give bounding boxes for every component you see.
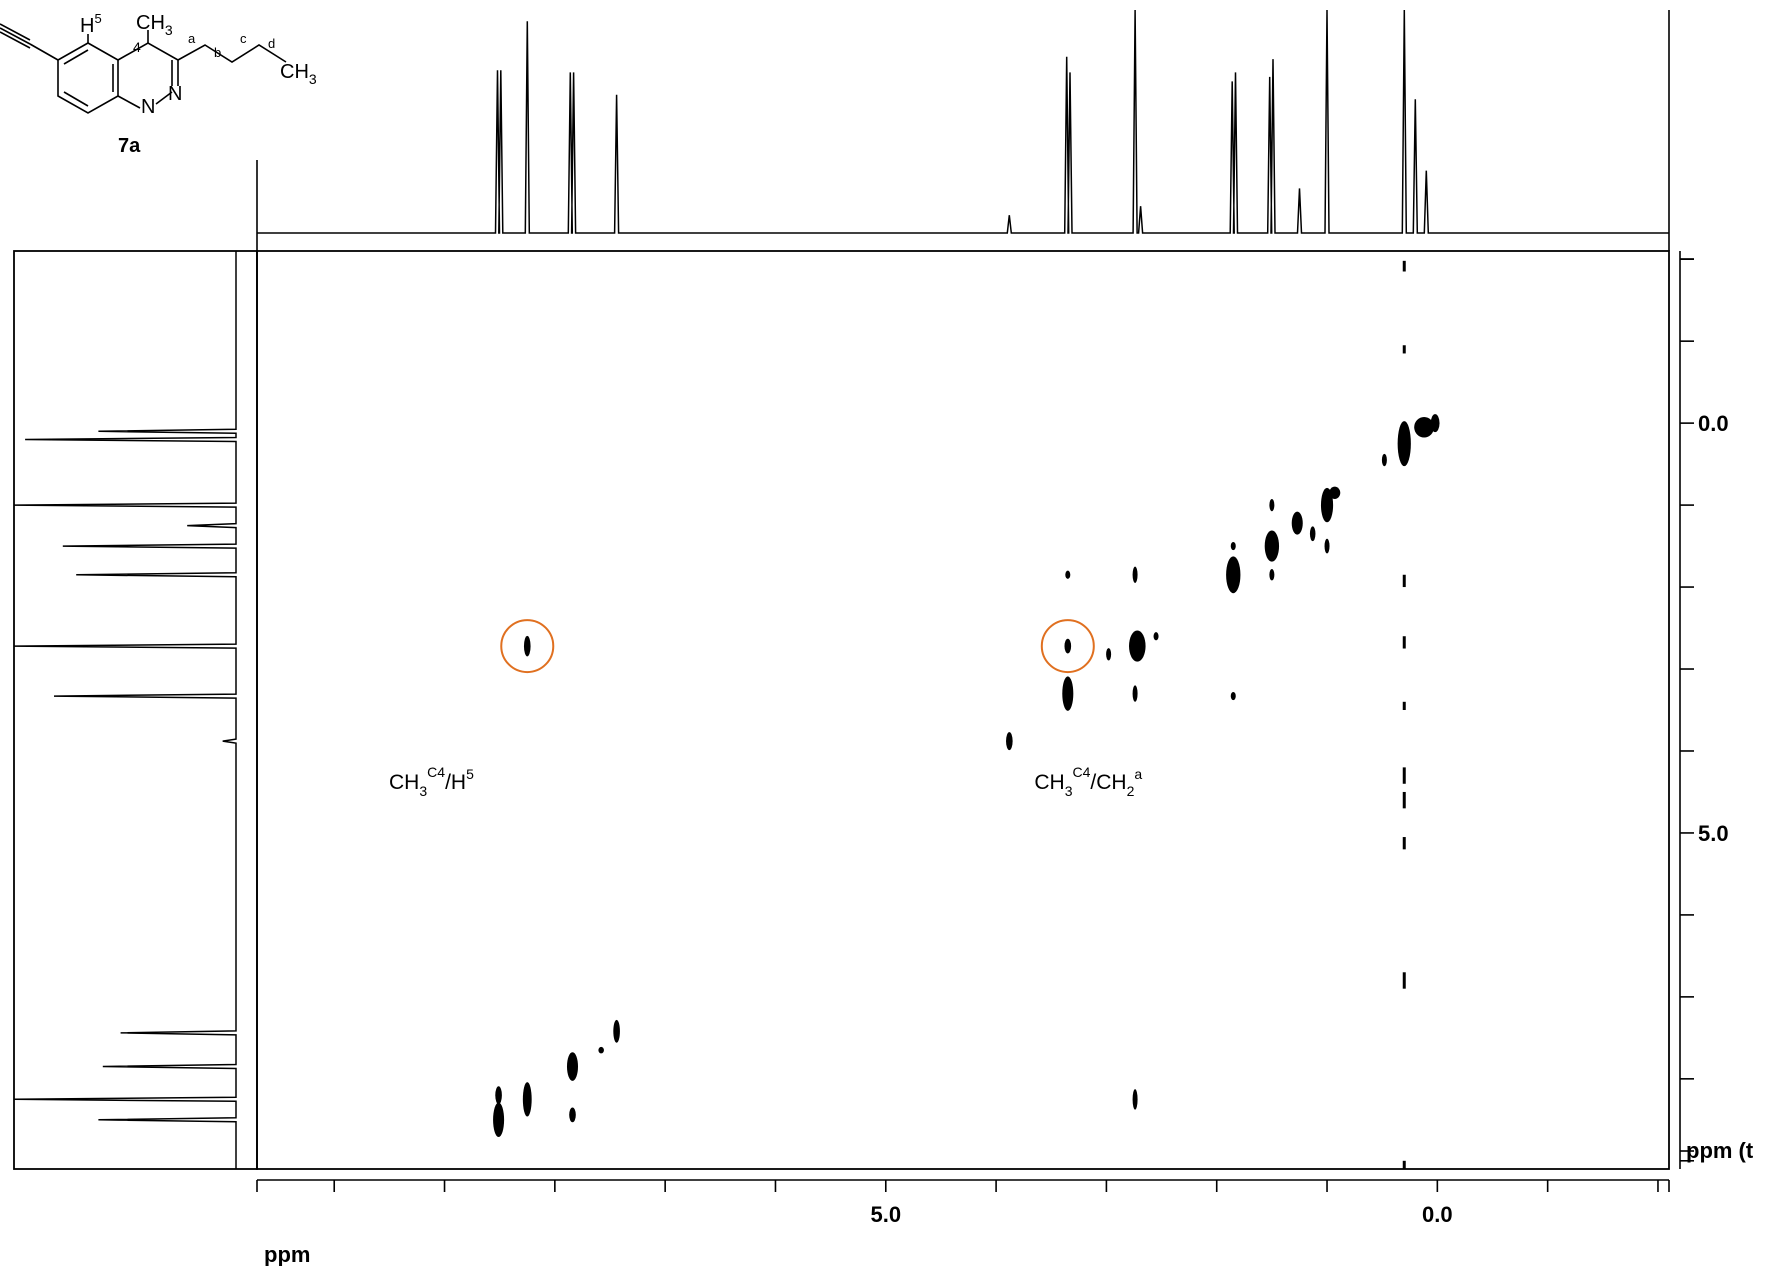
cross-peak: [523, 635, 531, 657]
nn-bond: [155, 91, 173, 105]
benzene-ring: [57, 42, 119, 114]
cross-peak: [1006, 732, 1013, 751]
atom-ch3: CH3: [136, 12, 173, 38]
annotation-ch3c4-ch2a: CH3C4/CH2a: [1034, 764, 1142, 799]
cross-peak: [1064, 638, 1072, 654]
cross-peak: [1132, 1089, 1138, 1110]
cross-peak: [1430, 414, 1440, 433]
heteroring: [117, 42, 179, 86]
cross-peak: [598, 1046, 604, 1054]
alkyne-bond: [29, 43, 59, 61]
alkyne-triple-2: [0, 27, 31, 45]
ring-bond: [117, 95, 141, 109]
x-tick-label: 5.0: [870, 1202, 901, 1227]
chain-label-a: a: [188, 31, 196, 46]
cross-peak: [1320, 487, 1334, 523]
cross-peak: [1269, 569, 1275, 581]
cross-peak: [1106, 648, 1112, 661]
top-projection-trace: [257, 9, 1669, 234]
atom-c4-label: 4: [133, 39, 141, 55]
left-projection-trace: [13, 251, 237, 1169]
cross-peak: [1269, 498, 1275, 512]
atom-ch3-terminal: CH3: [280, 61, 317, 87]
alkyne-triple-1: [0, 23, 31, 41]
cross-peak: [1309, 526, 1316, 542]
chain-label-d: d: [268, 36, 275, 51]
alkyne-triple-3: [0, 31, 31, 49]
annotation-ch3c4-h5: CH3C4/H5: [389, 764, 474, 799]
cross-peak: [1230, 541, 1236, 551]
cross-peaks: [493, 414, 1440, 1138]
cross-peak: [1065, 570, 1071, 579]
cross-peak: [1324, 538, 1330, 554]
butyl-chain: [177, 44, 287, 63]
annotation-text: CH3C4/H5: [389, 764, 474, 799]
cross-peak: [493, 1102, 505, 1138]
chemical-structure-7a: [0, 23, 287, 114]
ring-double-bond: [63, 91, 89, 107]
chain-label-c: c: [240, 31, 247, 46]
cross-peak: [1397, 421, 1411, 467]
highlight-circle: [1040, 619, 1095, 674]
y-tick-label: 0.0: [1698, 411, 1729, 436]
cross-peak: [1414, 416, 1435, 438]
chain-label-b: b: [214, 45, 221, 60]
highlight-circle: [500, 619, 555, 674]
cross-peak: [1264, 530, 1280, 562]
plot-area-frame: [256, 250, 1670, 1170]
y-axis-label: ppm (t: [1686, 1138, 1754, 1163]
ring-double-bond: [63, 49, 89, 65]
cross-peak: [495, 1086, 502, 1105]
y-tick-label: 5.0: [1698, 821, 1729, 846]
cross-peak: [1153, 632, 1159, 641]
cross-peak: [566, 1052, 579, 1081]
highlight-circles: [500, 619, 1095, 674]
cross-peak: [613, 1019, 620, 1043]
atom-n2: N: [168, 83, 182, 105]
compound-label: 7a: [118, 135, 141, 157]
cross-peak: [1329, 486, 1341, 499]
cross-peak: [1062, 676, 1074, 711]
x-axis: 5.0 0.0: [256, 1179, 1670, 1227]
y-axis: 0.0 5.0: [1679, 251, 1729, 1169]
atom-n1: N: [141, 96, 155, 118]
cross-peak: [1132, 685, 1138, 702]
cross-peak: [522, 1082, 532, 1117]
atom-h5: H5: [80, 11, 102, 37]
cross-peak: [1129, 630, 1146, 662]
cross-peak: [1291, 511, 1303, 535]
cross-peak: [1226, 556, 1241, 594]
cross-peak: [1381, 453, 1387, 467]
cross-peak: [1132, 566, 1138, 583]
annotation-text: CH3C4/CH2a: [1034, 764, 1142, 799]
x-tick-label: 0.0: [1422, 1202, 1453, 1227]
cross-peak: [569, 1107, 576, 1123]
x-axis-label: ppm: [264, 1242, 310, 1266]
cross-peak: [1230, 691, 1236, 701]
